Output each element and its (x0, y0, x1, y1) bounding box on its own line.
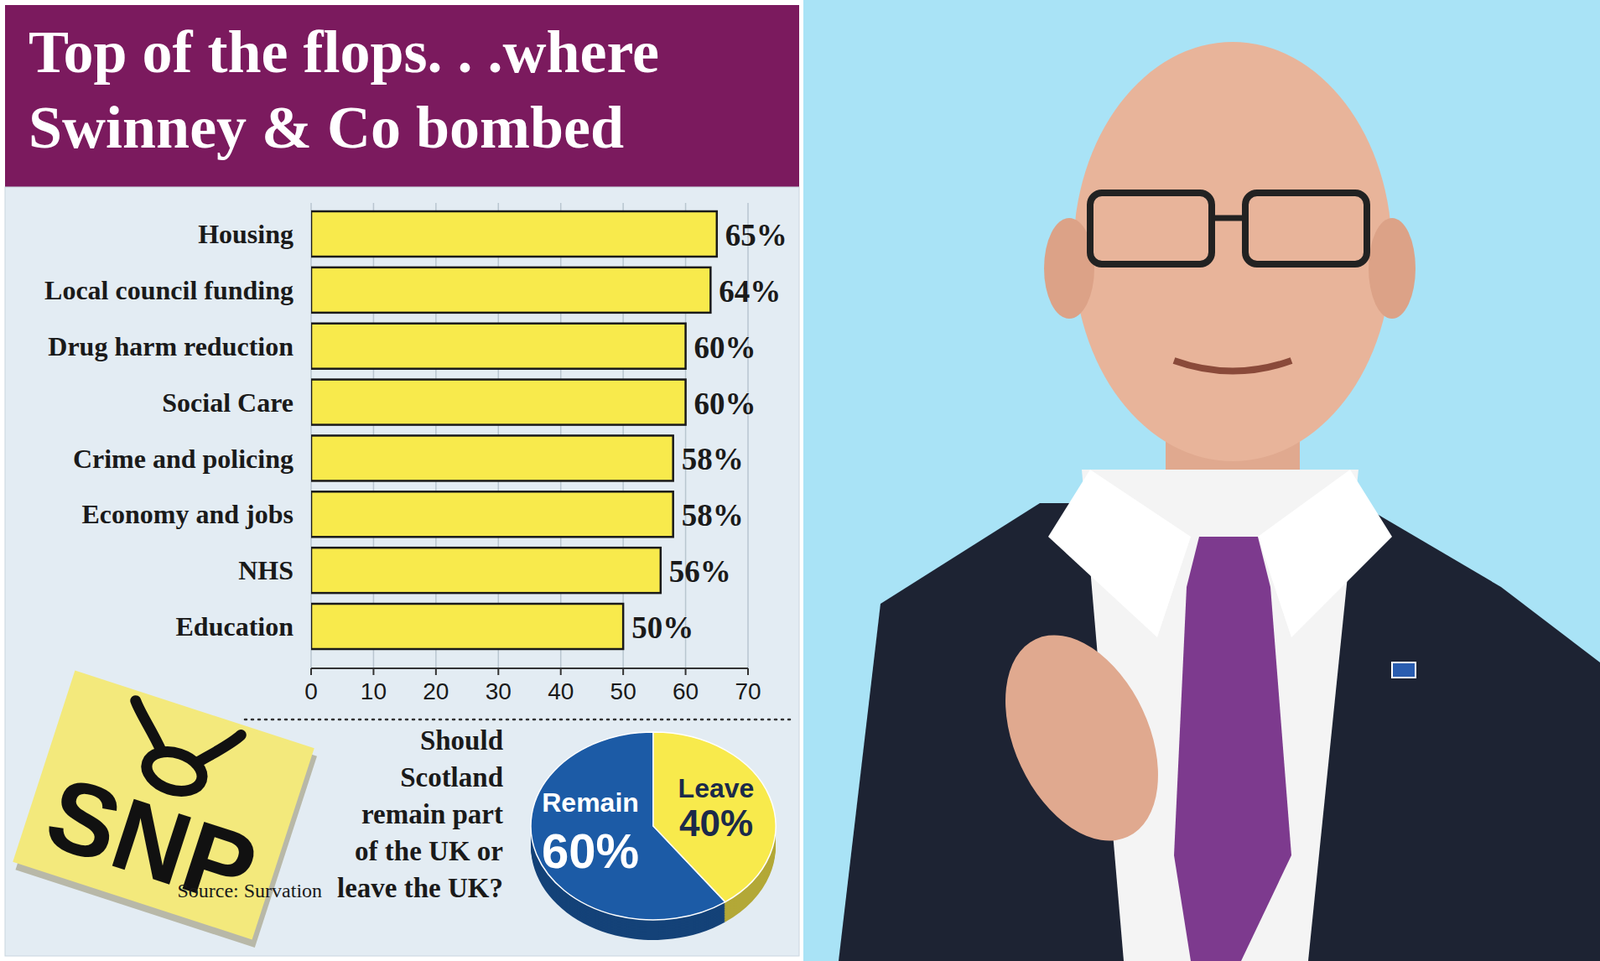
category-label: Social Care (161, 387, 294, 418)
pie-data-label: 60% (541, 823, 639, 878)
pie-title-line: Should (420, 725, 504, 756)
panel-background (5, 187, 800, 956)
data-label: 58% (681, 498, 744, 533)
page: Top of the flops. . .where Swinney & Co b… (0, 0, 1600, 961)
ear (1368, 218, 1416, 319)
tick-label: 70 (734, 678, 761, 705)
category-label: Drug harm reduction (47, 331, 294, 362)
data-label: 65% (725, 218, 788, 253)
pie-title: Should Scotland remain part of the UK or lea… (337, 725, 504, 904)
bar-texts: Housing 65% Local council funding 64% Drug h… (44, 218, 788, 645)
tick-mark (747, 668, 749, 676)
category-label: Crime and policing (72, 443, 294, 474)
category-label: NHS (238, 555, 294, 586)
photo-background (803, 0, 1600, 961)
glasses (1211, 215, 1246, 222)
title-line: Top of the flops. . .where (28, 18, 660, 86)
photo (803, 0, 1600, 961)
pie-data-label: 40% (679, 802, 754, 844)
category-label: Education (176, 611, 295, 642)
glasses (1245, 192, 1367, 265)
source: Source: Survation (176, 879, 323, 902)
bar (311, 435, 674, 481)
separator (244, 718, 795, 722)
grid-line (747, 202, 749, 669)
title-line: Swinney & Co bombed (28, 93, 624, 162)
category-label: Local council funding (44, 275, 294, 306)
data-label: 60% (694, 386, 757, 421)
title-band (5, 5, 800, 188)
badge (1392, 662, 1416, 678)
logo-text: SNP (33, 754, 270, 929)
chart-title: Top of the flops. . .where Swinney & Co b… (28, 18, 660, 162)
bar (311, 211, 717, 257)
data-label: 60% (694, 330, 757, 365)
mouth (1174, 360, 1292, 372)
tick-label: 30 (485, 678, 512, 705)
logo-symbol (123, 701, 241, 774)
bar (311, 547, 661, 593)
axis-line (311, 667, 749, 670)
tick-mark (685, 668, 687, 676)
head (1073, 41, 1393, 462)
tick-label: 0 (304, 678, 318, 705)
data-label: 56% (669, 554, 732, 589)
category-label: Housing (197, 218, 294, 250)
bar (311, 323, 686, 369)
tick-label: 10 (360, 678, 387, 705)
tick-label: 60 (672, 678, 699, 705)
pie-labels: Remain 60% Leave40% (541, 773, 754, 878)
x-axis: 0 10 20 30 40 50 60 70 (304, 668, 761, 705)
tick-mark (560, 668, 562, 676)
bar (311, 603, 624, 650)
grid (311, 202, 749, 669)
tie (1174, 536, 1292, 961)
category-label: Economy and jobs (82, 498, 295, 530)
bar (311, 491, 674, 537)
pie-title-line: remain part (361, 799, 504, 830)
tick-mark (372, 668, 375, 676)
tick-mark (497, 668, 499, 676)
pie-category-label: Remain (541, 787, 639, 818)
bars (311, 211, 717, 650)
data-label: 64% (718, 274, 781, 309)
collar (1048, 469, 1191, 638)
tick-label: 50 (610, 678, 637, 705)
bar (311, 379, 686, 426)
glasses (1090, 192, 1212, 265)
tick-mark (435, 668, 437, 676)
pie-title-line: leave the UK? (337, 872, 504, 904)
pie-slice (653, 732, 776, 903)
suit (838, 503, 1600, 961)
collar (1257, 469, 1393, 638)
tick-mark (622, 668, 624, 676)
data-label: 50% (631, 610, 694, 645)
data-label: 58% (681, 441, 744, 477)
logo: SNP (10, 670, 320, 948)
pie-category-label: Leave (678, 773, 755, 804)
hand (975, 610, 1190, 865)
tick-mark (310, 668, 312, 676)
bar (311, 267, 711, 313)
tick-label: 40 (547, 678, 574, 705)
tick-label: 20 (422, 678, 449, 705)
pie-slices (530, 732, 776, 920)
pie-title-line: of the UK or (354, 836, 504, 867)
pie-title-line: Scotland (400, 762, 504, 793)
